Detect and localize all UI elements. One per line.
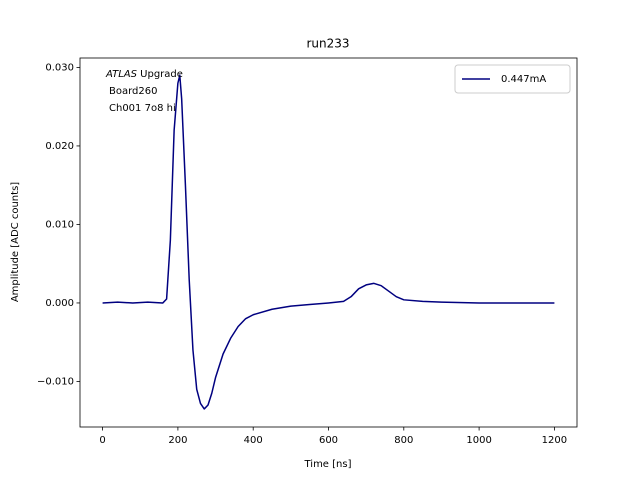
data-line <box>102 74 555 410</box>
annotation-line: Board260 <box>109 86 157 97</box>
annotation: ATLAS Upgrade <box>105 69 183 80</box>
y-tick-label: 0.020 <box>45 141 74 152</box>
x-tick-label: 600 <box>319 435 338 446</box>
x-tick-label: 0 <box>99 435 105 446</box>
x-tick-label: 400 <box>244 435 263 446</box>
legend-box <box>454 64 571 94</box>
plot-area <box>102 74 555 410</box>
x-axis-label: Time [ns] <box>303 459 351 470</box>
annotation-italic: ATLAS <box>105 69 138 80</box>
x-tick-label: 1200 <box>542 435 567 446</box>
y-tick-label: 0.010 <box>45 219 74 230</box>
x-tick-label: 200 <box>168 435 187 446</box>
legend-label: 0.447mA <box>501 74 546 85</box>
y-tick-label: −0.010 <box>37 376 74 387</box>
x-tick-label: 800 <box>394 435 413 446</box>
y-tick-label: 0.030 <box>45 62 74 73</box>
y-tick-label: 0.000 <box>45 298 74 309</box>
annotation-line: Ch001 7o8 hi <box>109 103 176 114</box>
x-tick-label: 1000 <box>466 435 491 446</box>
legend: 0.447mA <box>454 64 571 94</box>
annotation-text: Upgrade <box>140 69 183 80</box>
y-axis-label: Amplitude [ADC counts] <box>10 182 21 302</box>
chart-title: run233 <box>306 37 349 51</box>
